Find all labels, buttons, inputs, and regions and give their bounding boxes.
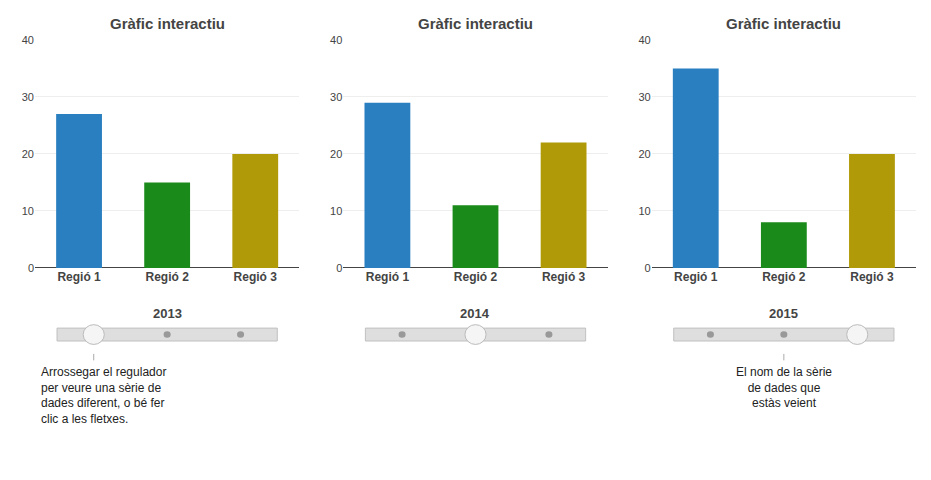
svg-text:Regió 1: Regió 1	[366, 270, 410, 284]
svg-text:40: 40	[330, 34, 342, 46]
svg-text:Regió 3: Regió 3	[850, 270, 894, 284]
svg-text:Regió 3: Regió 3	[234, 270, 278, 284]
svg-text:0: 0	[336, 262, 342, 274]
svg-text:10: 10	[22, 205, 34, 217]
svg-text:Arrossegar el reguladorper veu: Arrossegar el reguladorper veure una sèr…	[41, 365, 166, 426]
svg-text:Regió 2: Regió 2	[762, 270, 806, 284]
svg-text:30: 30	[638, 91, 650, 103]
svg-text:2015: 2015	[769, 306, 798, 321]
svg-text:40: 40	[22, 34, 34, 46]
svg-text:20: 20	[330, 148, 342, 160]
svg-text:El nom de la sèriede dades que: El nom de la sèriede dades queestàs veie…	[736, 365, 832, 410]
svg-text:2014: 2014	[460, 306, 490, 321]
svg-text:10: 10	[330, 205, 342, 217]
svg-text:Gràfic interactiu: Gràfic interactiu	[726, 15, 841, 32]
svg-text:Regió 1: Regió 1	[57, 270, 101, 284]
svg-text:Regió 2: Regió 2	[145, 270, 189, 284]
svg-text:20: 20	[22, 148, 34, 160]
svg-text:30: 30	[22, 91, 34, 103]
svg-text:Gràfic interactiu: Gràfic interactiu	[110, 15, 225, 32]
svg-text:10: 10	[638, 205, 650, 217]
svg-text:Regió 1: Regió 1	[674, 270, 718, 284]
svg-text:0: 0	[28, 262, 34, 274]
svg-text:2013: 2013	[153, 306, 182, 321]
svg-text:Regió 2: Regió 2	[454, 270, 498, 284]
svg-text:Regió 3: Regió 3	[542, 270, 586, 284]
svg-text:20: 20	[638, 148, 650, 160]
svg-text:0: 0	[645, 262, 651, 274]
svg-text:30: 30	[330, 91, 342, 103]
svg-text:Gràfic interactiu: Gràfic interactiu	[418, 15, 533, 32]
svg-text:40: 40	[638, 34, 650, 46]
